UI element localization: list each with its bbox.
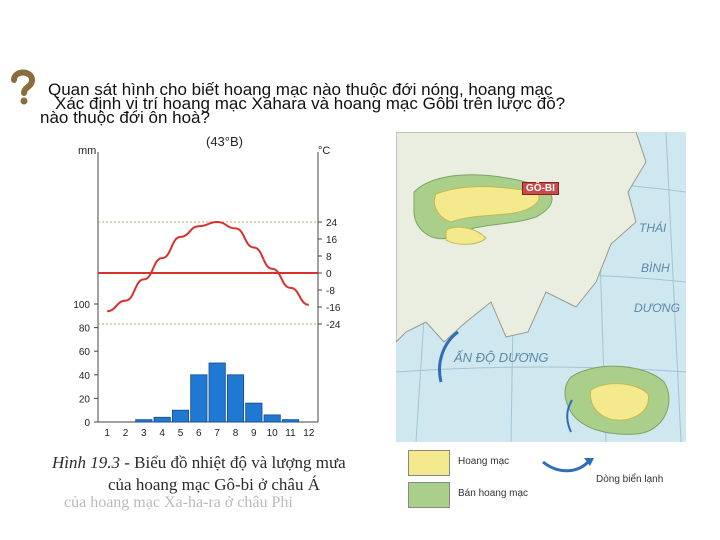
left-tick-label: 20 [79,394,91,405]
caption-ghost-text: của hoang mạc Xa-ha-ra ở châu Phi [64,494,293,511]
x-tick-label: 6 [196,428,202,439]
x-tick-label: 8 [233,428,239,439]
x-tick-label: 9 [251,428,257,439]
asia-map: THÁI BÌNH DƯƠNG ẤN ĐỘ DƯƠNG [396,132,686,442]
left-tick-label: 40 [79,371,91,382]
rainfall-bar [208,362,226,423]
x-tick-label: 7 [214,428,220,439]
right-tick-label: 24 [326,218,338,229]
right-tick-label: 16 [326,235,338,246]
right-tick-label: -8 [326,286,335,297]
desert-area-2 [445,226,487,245]
left-tick-label: 100 [73,300,90,311]
map-legend: Hoang mạc Bán hoang mạc Dòng biển lạnh [396,442,686,510]
question-line-1: Quan sát hình cho biết hoang mạc nào thu… [48,80,553,99]
climate-chart: (43°B) mm °C 241680-8-16-241008060402001… [73,134,341,439]
question-mark-icon [11,69,36,105]
climate-chart-panel: (43°B) mm °C 24 16 8 0 -8 -16 -24 100 80 60 40 20 0 1… [36,132,396,511]
left-axis-unit: mm [78,145,96,157]
legend-semi-desert-label: Bán hoang mạc [458,488,529,499]
right-tick-label: -16 [326,303,341,314]
australia-desert-area [589,383,650,421]
rainfall-bar [171,409,190,423]
x-tick-label: 4 [159,428,165,439]
temperature-line [107,220,310,313]
legend-semi-desert-swatch [408,482,450,508]
map-panel: THÁI BÌNH DƯƠNG ẤN ĐỘ DƯƠNG GÔ-BI Hoang … [396,132,686,510]
right-tick-label: 0 [326,269,332,280]
x-tick-label: 10 [267,428,279,439]
rainfall-bar [226,374,245,423]
left-tick-label: 60 [79,347,91,358]
rainfall-bar [190,374,208,423]
pacific-label-1: THÁI [639,220,667,235]
x-tick-label: 2 [123,428,129,439]
legend-desert-swatch [408,450,450,476]
x-tick-label: 3 [141,428,147,439]
legend-desert-label: Hoang mạc [458,456,510,467]
gobi-label: GÔ-BI [522,182,559,195]
x-tick-label: 11 [285,428,296,439]
question-line-2: Xác định vị trí hoang mạc Xahara và hoan… [55,94,566,113]
x-tick-label: 12 [303,428,315,439]
x-tick-label: 1 [104,428,110,439]
right-axis-unit: °C [318,145,330,157]
caption-line-1: - Biểu đồ nhiệt độ và lượng mưa [120,453,346,472]
cold-current-arrow-2 [566,399,573,433]
question-line-3: nào thuộc đới ôn hoà? [40,108,210,127]
pacific-label-2: BÌNH [641,260,670,275]
pacific-label-3: DƯƠNG [634,301,680,315]
rainfall-bar [263,414,281,423]
caption-line-2: của hoang mạc Gô-bi ở châu Á [108,475,320,494]
rainfall-bar [281,419,300,423]
left-tick-label: 0 [84,418,90,429]
rainfall-bar [153,416,171,423]
indian-ocean-label: ẤN ĐỘ DƯƠNG [453,350,549,365]
right-tick-label: -24 [326,320,341,331]
chart-caption: Hình 19.3 - Biểu đồ nhiệt độ và lượng mư… [52,452,392,496]
x-tick-label: 5 [178,428,184,439]
right-tick-label: 8 [326,252,332,263]
legend-cold-current-label: Dòng biển lạnh [596,474,664,485]
left-tick-label: 80 [79,324,91,335]
rainfall-bar [245,402,263,423]
chart-title: (43°B) [206,134,243,149]
caption-figure-number: Hình 19.3 [52,453,120,472]
rainfall-bar [135,419,153,423]
gobi-desert-area [433,186,540,223]
legend-cold-current-arrow-icon [542,458,594,473]
cold-current-arrow-1 [438,330,459,383]
